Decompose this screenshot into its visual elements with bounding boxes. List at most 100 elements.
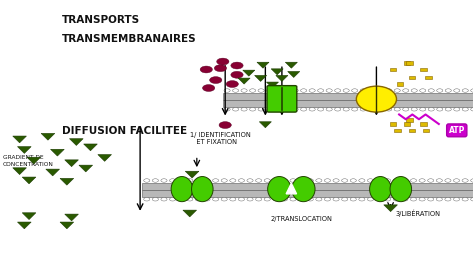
Polygon shape <box>238 78 250 84</box>
Circle shape <box>377 108 383 111</box>
Bar <box>397 82 403 86</box>
Circle shape <box>233 89 238 92</box>
Circle shape <box>152 198 158 201</box>
Polygon shape <box>13 136 27 143</box>
Circle shape <box>226 81 238 88</box>
Circle shape <box>290 179 296 182</box>
Circle shape <box>454 198 460 201</box>
Bar <box>409 128 415 132</box>
Circle shape <box>217 58 229 65</box>
Bar <box>223 93 474 100</box>
Circle shape <box>309 89 315 92</box>
Circle shape <box>436 198 442 201</box>
Circle shape <box>471 108 474 111</box>
Bar <box>390 68 396 71</box>
Ellipse shape <box>292 177 315 202</box>
Circle shape <box>230 198 236 201</box>
Circle shape <box>275 89 281 92</box>
Circle shape <box>350 198 356 201</box>
Circle shape <box>292 108 298 111</box>
Circle shape <box>428 198 434 201</box>
Circle shape <box>367 198 374 201</box>
Circle shape <box>230 179 236 182</box>
Circle shape <box>258 108 264 111</box>
Circle shape <box>454 108 460 111</box>
Circle shape <box>343 108 349 111</box>
Ellipse shape <box>171 177 192 202</box>
Bar <box>143 183 474 190</box>
Circle shape <box>324 198 330 201</box>
Circle shape <box>204 198 210 201</box>
Circle shape <box>462 179 468 182</box>
Circle shape <box>161 198 167 201</box>
Circle shape <box>343 89 349 92</box>
Circle shape <box>249 89 255 92</box>
Circle shape <box>152 179 158 182</box>
Polygon shape <box>84 144 97 151</box>
Circle shape <box>462 198 468 201</box>
Circle shape <box>214 65 227 72</box>
Circle shape <box>231 71 243 78</box>
Circle shape <box>428 108 434 111</box>
Text: TRANSPORTS: TRANSPORTS <box>62 15 140 25</box>
Circle shape <box>238 198 245 201</box>
Circle shape <box>386 89 392 92</box>
Circle shape <box>369 108 375 111</box>
Circle shape <box>402 89 409 92</box>
Circle shape <box>282 179 288 182</box>
Circle shape <box>219 122 231 128</box>
Circle shape <box>178 179 184 182</box>
Bar <box>394 128 401 132</box>
Circle shape <box>402 108 409 111</box>
Polygon shape <box>51 149 64 156</box>
Circle shape <box>445 89 451 92</box>
Circle shape <box>376 198 382 201</box>
Circle shape <box>352 108 358 111</box>
Circle shape <box>411 108 417 111</box>
Polygon shape <box>285 62 297 68</box>
FancyBboxPatch shape <box>267 86 297 112</box>
Polygon shape <box>18 222 31 229</box>
Circle shape <box>204 179 210 182</box>
Circle shape <box>352 89 358 92</box>
Polygon shape <box>276 76 288 81</box>
Polygon shape <box>98 155 111 161</box>
Circle shape <box>221 198 228 201</box>
Circle shape <box>462 108 468 111</box>
Circle shape <box>419 108 426 111</box>
Circle shape <box>187 179 193 182</box>
Circle shape <box>445 198 451 201</box>
Circle shape <box>307 198 313 201</box>
Circle shape <box>283 108 290 111</box>
Circle shape <box>393 179 400 182</box>
Circle shape <box>419 179 425 182</box>
Circle shape <box>335 108 341 111</box>
Circle shape <box>249 108 255 111</box>
Polygon shape <box>46 169 60 176</box>
Circle shape <box>454 89 460 92</box>
Circle shape <box>266 108 273 111</box>
Circle shape <box>241 89 247 92</box>
Circle shape <box>318 108 324 111</box>
Ellipse shape <box>191 177 213 202</box>
Circle shape <box>436 179 442 182</box>
Bar <box>420 122 427 126</box>
Polygon shape <box>22 213 36 219</box>
Bar <box>406 118 413 122</box>
Circle shape <box>471 179 474 182</box>
Bar <box>425 76 432 79</box>
Circle shape <box>247 179 253 182</box>
Circle shape <box>144 198 150 201</box>
Circle shape <box>359 198 365 201</box>
Circle shape <box>266 89 273 92</box>
Polygon shape <box>27 157 41 164</box>
Circle shape <box>335 89 341 92</box>
Text: GRADIENT DE
CONCENTRATION: GRADIENT DE CONCENTRATION <box>3 155 54 167</box>
Circle shape <box>445 179 451 182</box>
Circle shape <box>454 179 460 182</box>
Circle shape <box>471 198 474 201</box>
Polygon shape <box>60 178 73 185</box>
Circle shape <box>402 179 408 182</box>
Circle shape <box>221 179 228 182</box>
Polygon shape <box>185 171 199 178</box>
